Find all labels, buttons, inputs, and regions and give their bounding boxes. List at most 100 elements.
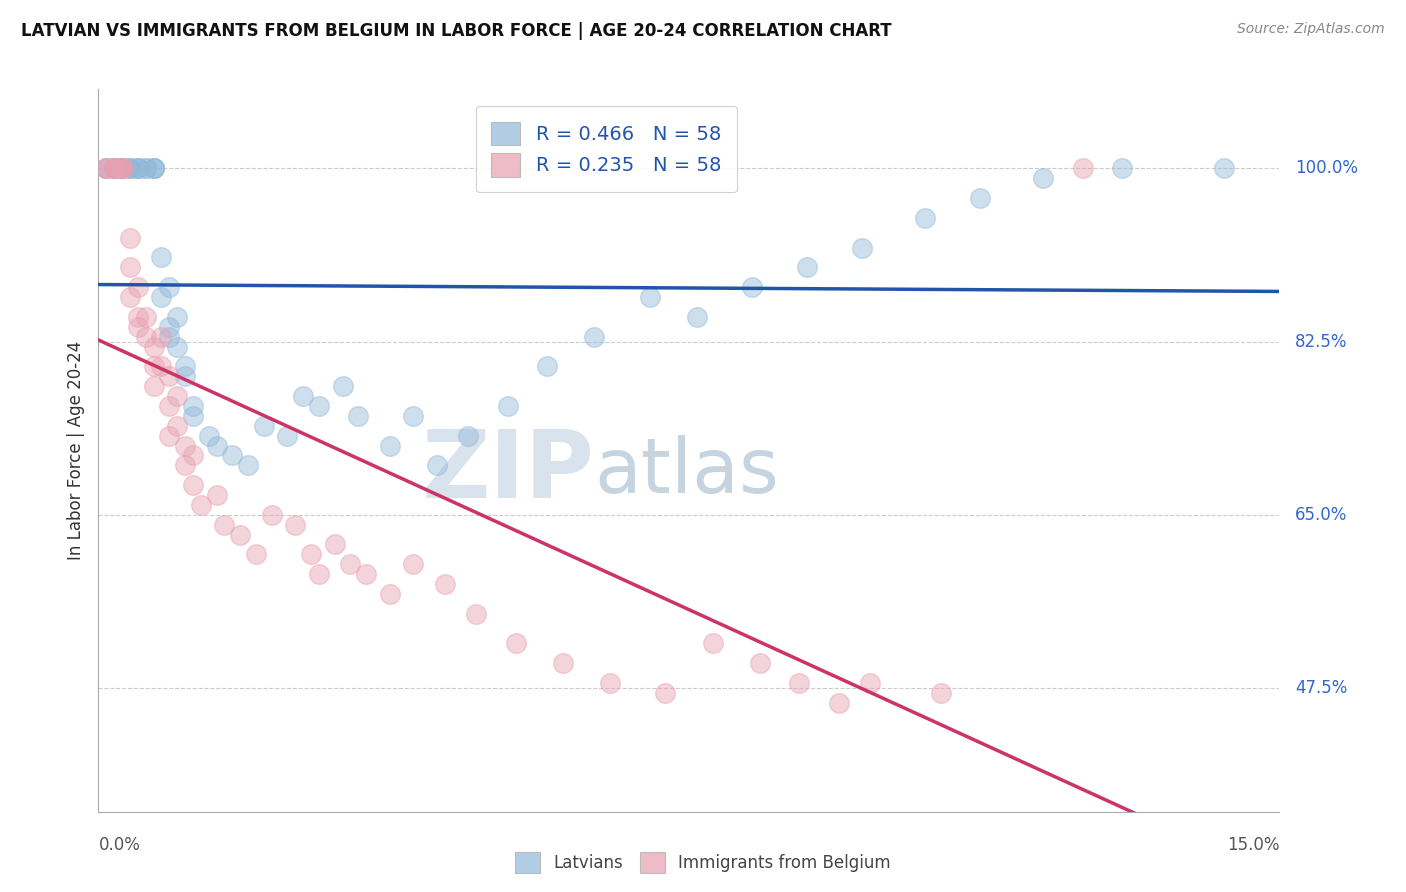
Text: ZIP: ZIP xyxy=(422,426,595,518)
Point xyxy=(505,636,527,650)
Point xyxy=(702,636,724,650)
Point xyxy=(103,161,125,176)
Point xyxy=(402,409,425,423)
Text: LATVIAN VS IMMIGRANTS FROM BELGIUM IN LABOR FORCE | AGE 20-24 CORRELATION CHART: LATVIAN VS IMMIGRANTS FROM BELGIUM IN LA… xyxy=(21,22,891,40)
Point xyxy=(150,359,173,374)
Point xyxy=(426,458,449,473)
Point xyxy=(914,211,936,225)
Point xyxy=(245,548,267,562)
Point xyxy=(236,458,259,473)
Point xyxy=(150,290,173,304)
Point xyxy=(190,498,212,512)
Point xyxy=(142,379,165,393)
Point xyxy=(118,161,141,176)
Point xyxy=(654,686,676,700)
Point xyxy=(276,428,298,442)
Point xyxy=(260,508,283,522)
Point xyxy=(796,260,818,275)
Point xyxy=(96,161,118,176)
Point xyxy=(157,319,180,334)
Point xyxy=(135,161,157,176)
Point xyxy=(686,310,709,324)
Point xyxy=(465,607,488,621)
Point xyxy=(378,587,401,601)
Point xyxy=(118,290,141,304)
Point xyxy=(284,517,307,532)
Point xyxy=(174,458,197,473)
Point xyxy=(103,161,125,176)
Point xyxy=(181,478,204,492)
Point xyxy=(157,280,180,294)
Point xyxy=(111,161,134,176)
Point xyxy=(118,161,141,176)
Point xyxy=(118,230,141,244)
Point xyxy=(1111,161,1133,176)
Point xyxy=(1032,171,1054,186)
Point xyxy=(96,161,118,176)
Point xyxy=(1213,161,1236,176)
Point xyxy=(166,389,188,403)
Point xyxy=(433,577,456,591)
Point xyxy=(142,359,165,374)
Point xyxy=(127,310,149,324)
Point xyxy=(969,191,991,205)
Point xyxy=(332,379,354,393)
Point xyxy=(111,161,134,176)
Point xyxy=(741,280,763,294)
Point xyxy=(111,161,134,176)
Point xyxy=(229,527,252,541)
Text: 0.0%: 0.0% xyxy=(98,837,141,855)
Point xyxy=(150,329,173,343)
Point xyxy=(929,686,952,700)
Point xyxy=(638,290,661,304)
Point xyxy=(197,428,219,442)
Point xyxy=(166,418,188,433)
Point xyxy=(118,260,141,275)
Point xyxy=(496,399,519,413)
Point xyxy=(103,161,125,176)
Point xyxy=(339,558,361,572)
Point xyxy=(221,449,243,463)
Point xyxy=(851,241,873,255)
Point xyxy=(135,310,157,324)
Point xyxy=(96,161,118,176)
Point xyxy=(142,161,165,176)
Point xyxy=(214,517,236,532)
Point xyxy=(142,339,165,353)
Point xyxy=(347,409,370,423)
Text: atlas: atlas xyxy=(595,435,779,509)
Point xyxy=(308,399,330,413)
Point xyxy=(135,329,157,343)
Point xyxy=(354,567,377,582)
Point xyxy=(457,428,479,442)
Point xyxy=(166,339,188,353)
Point xyxy=(157,369,180,384)
Point xyxy=(378,438,401,452)
Point xyxy=(402,558,425,572)
Point xyxy=(111,161,134,176)
Point xyxy=(127,161,149,176)
Point xyxy=(308,567,330,582)
Text: 47.5%: 47.5% xyxy=(1295,679,1347,697)
Y-axis label: In Labor Force | Age 20-24: In Labor Force | Age 20-24 xyxy=(66,341,84,560)
Point xyxy=(118,161,141,176)
Point xyxy=(859,676,882,690)
Point xyxy=(551,657,574,671)
Point xyxy=(103,161,125,176)
Point xyxy=(181,449,204,463)
Text: 82.5%: 82.5% xyxy=(1295,333,1348,351)
Point xyxy=(127,280,149,294)
Text: 100.0%: 100.0% xyxy=(1295,160,1358,178)
Point xyxy=(1071,161,1094,176)
Point xyxy=(299,548,322,562)
Point xyxy=(205,438,228,452)
Point xyxy=(111,161,134,176)
Point xyxy=(142,161,165,176)
Point xyxy=(103,161,125,176)
Point xyxy=(174,369,197,384)
Point xyxy=(536,359,558,374)
Point xyxy=(127,319,149,334)
Point xyxy=(292,389,315,403)
Point xyxy=(150,251,173,265)
Text: Source: ZipAtlas.com: Source: ZipAtlas.com xyxy=(1237,22,1385,37)
